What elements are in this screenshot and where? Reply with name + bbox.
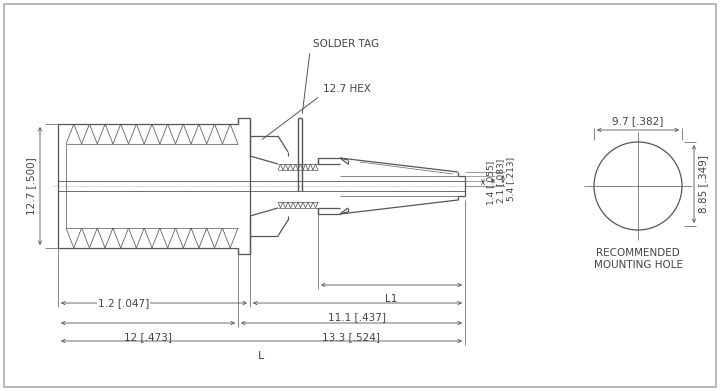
Text: 2.1 [.083]: 2.1 [.083] [496, 159, 505, 203]
Text: 11.1 [.437]: 11.1 [.437] [328, 312, 386, 322]
Text: 12.7 [.500]: 12.7 [.500] [26, 157, 36, 215]
Text: L1: L1 [384, 294, 397, 304]
Text: 8.85 [.349]: 8.85 [.349] [698, 155, 708, 213]
Text: 1.2 [.047]: 1.2 [.047] [98, 298, 149, 308]
Text: L: L [258, 351, 264, 361]
Text: 12.7 HEX: 12.7 HEX [323, 84, 371, 94]
Text: SOLDER TAG: SOLDER TAG [313, 39, 379, 49]
Text: 13.3 [.524]: 13.3 [.524] [322, 332, 380, 342]
Text: 1.4 [.055]: 1.4 [.055] [486, 160, 495, 204]
Text: 5.4 [.213]: 5.4 [.213] [506, 157, 515, 201]
Text: RECOMMENDED
MOUNTING HOLE: RECOMMENDED MOUNTING HOLE [593, 248, 683, 270]
Text: 9.7 [.382]: 9.7 [.382] [612, 116, 664, 126]
Text: 12 [.473]: 12 [.473] [124, 332, 172, 342]
